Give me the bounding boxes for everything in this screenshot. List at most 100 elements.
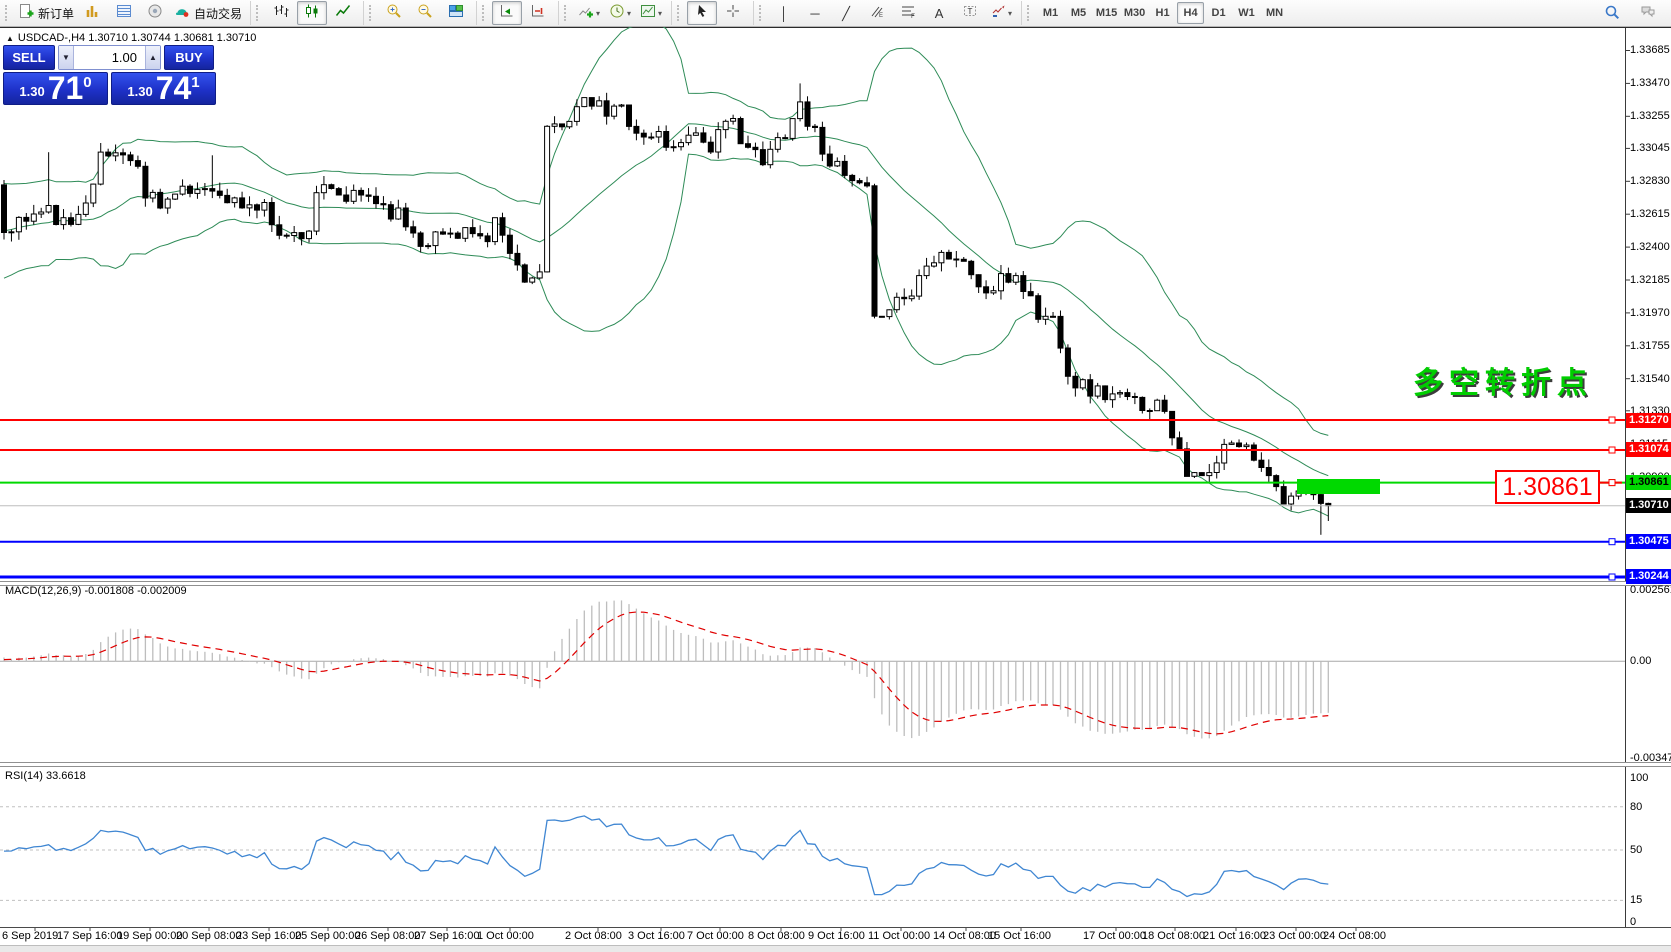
price-tick-label: 1.33045 [1630, 142, 1670, 155]
candle-chart-button[interactable] [297, 1, 328, 25]
time-axis-label: 14 Oct 08:00 [933, 930, 996, 942]
timeframe-m30-button[interactable]: M30 [1123, 7, 1146, 19]
timeframe-d1-button[interactable]: D1 [1211, 7, 1226, 19]
panel-splitter[interactable] [0, 762, 1671, 767]
buy-button[interactable]: BUY [164, 45, 214, 70]
template-button[interactable]: ▾ [636, 1, 666, 25]
level-price-badge[interactable]: 1.30244 [1626, 569, 1671, 585]
autotrading-button[interactable]: 自动交易 [171, 1, 245, 25]
timeframe-m5-button[interactable]: M5 [1070, 7, 1087, 19]
price-tick-label: 1.31970 [1630, 306, 1670, 319]
sell-price-big: 71 [47, 70, 84, 106]
time-axis-label: 23 Oct 00:00 [1263, 930, 1326, 942]
rsi-tick-label: 80 [1630, 800, 1643, 813]
search-icon [1604, 4, 1620, 25]
auto-scroll-button[interactable] [492, 1, 523, 25]
current-price-badge: 1.30710 [1626, 498, 1671, 514]
panel-splitter[interactable] [0, 581, 1671, 586]
time-axis-label: 6 Sep 2019 [2, 930, 59, 942]
navigator-button[interactable] [140, 1, 170, 25]
timeframe-h4-button[interactable]: H4 [1177, 2, 1205, 24]
turning-point-annotation[interactable]: 多空转折点 [1413, 367, 1593, 400]
dropdown-arrow-icon[interactable]: ▾ [627, 8, 632, 18]
chart-canvas[interactable] [0, 27, 1671, 946]
level-price-badge[interactable]: 1.31270 [1626, 412, 1671, 428]
market-watch-button[interactable] [78, 1, 108, 25]
periods-icon [609, 3, 625, 24]
fibonacci-button[interactable]: F [893, 1, 923, 25]
chart-title: ▲ USDCAD-,H4 1.30710 1.30744 1.30681 1.30… [6, 32, 257, 44]
search-button[interactable] [1597, 2, 1627, 26]
line-chart-button[interactable] [328, 1, 358, 25]
price-tick-label: 1.32400 [1630, 241, 1670, 254]
volume-decrease-button[interactable]: ▼ [59, 46, 74, 69]
collapse-arrow-icon[interactable]: ▲ [6, 34, 14, 43]
toolbar: 新订单 自动交易 ▾ ▾ ▾ │ ─ ╱ E F A T ▾ M1 M5 M15 M30 H1 H4 D1 W1 MN [0, 0, 1671, 27]
data-window-button[interactable] [109, 1, 139, 25]
crosshair-icon [725, 3, 741, 24]
level-price-badge[interactable]: 1.31074 [1626, 442, 1671, 458]
bar-chart-button[interactable] [266, 1, 296, 25]
periods-button[interactable]: ▾ [605, 1, 635, 25]
svg-text:T: T [968, 7, 973, 16]
indicators-button[interactable]: ▾ [574, 1, 604, 25]
zoom-in-button[interactable] [379, 1, 409, 25]
cursor-icon [694, 3, 710, 24]
chat-icon [1640, 4, 1656, 25]
text-label-button[interactable]: T [955, 1, 985, 25]
rsi-indicator-label: RSI(14) 33.6618 [5, 770, 86, 782]
zoom-out-button[interactable] [410, 1, 440, 25]
channel-button[interactable]: E [862, 1, 892, 25]
time-axis[interactable] [0, 927, 1671, 945]
timeframe-m1-button[interactable]: M1 [1042, 7, 1059, 19]
sell-button[interactable]: SELL [3, 45, 55, 70]
trendline-button[interactable]: ╱ [831, 1, 861, 25]
timeframe-mn-button[interactable]: MN [1265, 7, 1284, 19]
timeframe-w1-button[interactable]: W1 [1238, 7, 1255, 19]
timeframe-m15-button[interactable]: M15 [1095, 7, 1118, 19]
time-axis-label: 20 Sep 08:00 [176, 930, 242, 942]
dropdown-arrow-icon[interactable]: ▾ [596, 8, 601, 18]
cursor-button[interactable] [687, 1, 718, 25]
buy-price[interactable]: 1.30 74 1 [111, 72, 216, 105]
chat-button[interactable] [1633, 2, 1663, 26]
crosshair-button[interactable] [718, 1, 748, 25]
time-axis-label: 25 Sep 00:00 [295, 930, 361, 942]
label-icon: T [962, 3, 978, 24]
data-window-icon [116, 3, 132, 24]
volume-increase-button[interactable]: ▲ [145, 46, 160, 69]
buy-price-sup: 1 [191, 74, 200, 91]
time-axis-label: 17 Oct 00:00 [1083, 930, 1146, 942]
horizontal-line-button-glyph: ─ [810, 5, 820, 21]
line-chart-icon [335, 3, 351, 24]
level-price-badge[interactable]: 1.30861 [1626, 475, 1671, 491]
vertical-line-button[interactable]: │ [769, 1, 799, 25]
horizontal-line-button[interactable]: ─ [800, 1, 830, 25]
dropdown-arrow-icon[interactable]: ▾ [1008, 8, 1013, 18]
time-axis-label: 11 Oct 00:00 [868, 930, 931, 942]
time-axis-label: 3 Oct 16:00 [628, 930, 685, 942]
zoom-in-icon [386, 3, 402, 24]
level-price-badge[interactable]: 1.30475 [1626, 534, 1671, 550]
bar-chart-icon [273, 3, 289, 24]
rsi-tick-label: 0 [1630, 916, 1637, 928]
market-watch-icon [85, 3, 101, 24]
timeframe-h1-button[interactable]: H1 [1155, 7, 1170, 19]
price-annotation-box[interactable]: 1.30861 [1495, 470, 1600, 504]
sell-price[interactable]: 1.30 71 0 [3, 72, 108, 105]
volume-input[interactable] [74, 46, 145, 69]
rsi-tick-label: 15 [1630, 894, 1643, 907]
new-order-button[interactable]: 新订单 [15, 1, 77, 25]
arrows-button[interactable]: ▾ [986, 1, 1016, 25]
tile-windows-button[interactable] [441, 1, 471, 25]
chart-shift-icon [530, 3, 546, 24]
price-tick-label: 1.31755 [1630, 339, 1670, 352]
tile-windows-icon [448, 3, 464, 24]
dropdown-arrow-icon[interactable]: ▾ [658, 8, 663, 18]
text-button[interactable]: A [924, 1, 954, 25]
price-tick-label: 1.32830 [1630, 175, 1670, 188]
chart-shift-button[interactable] [523, 1, 553, 25]
price-tick-label: 1.32185 [1630, 273, 1670, 286]
one-click-trading-panel: SELL ▼ ▲ BUY 1.30 71 0 1.30 74 1 [3, 45, 216, 105]
